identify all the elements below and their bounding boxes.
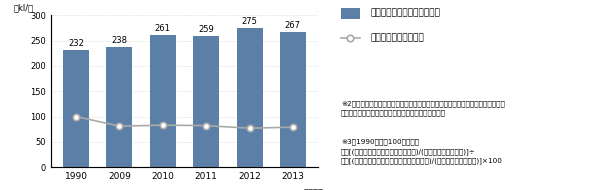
Point [115,125,124,128]
Text: 83: 83 [157,114,167,123]
Bar [106,47,133,167]
Text: 100: 100 [67,105,83,115]
Text: 275: 275 [242,17,257,26]
Text: 82: 82 [200,115,211,124]
Text: エネルギー原単位指数: エネルギー原単位指数 [370,33,424,43]
Text: 232: 232 [68,39,84,48]
Text: ※3　1990年度を100とする。
　　[(各年度の年間エネルギー使用量)/(各年度の年間生産量)]÷
　　[(１ﾙﾙ０年度の年間エネルギー使用量)/(１ﾙﾙ０: ※3 1990年度を100とする。 [(各年度の年間エネルギー使用量)/(各年度… [341,139,503,164]
Point [71,115,81,118]
Bar [280,32,306,167]
Text: ※2　環境省ガイドラインでは、単位ジュール表示となっていますが、本レポート
　　では省エネ法に従い原油換算で表示しています。: ※2 環境省ガイドラインでは、単位ジュール表示となっていますが、本レポート では… [341,101,505,116]
Text: 79: 79 [287,116,298,125]
Text: 267: 267 [285,21,301,30]
Point [158,124,167,127]
FancyBboxPatch shape [341,8,360,19]
Text: 千kl/年: 千kl/年 [14,3,34,12]
Point [202,124,211,127]
Text: 77: 77 [243,117,254,126]
Bar [236,28,263,167]
Text: （年度）: （年度） [304,188,323,190]
Text: 81: 81 [113,115,124,124]
Bar [63,50,89,167]
Point [288,126,298,129]
Point [245,127,254,130]
Text: 238: 238 [112,36,127,45]
Text: 261: 261 [155,25,171,33]
Text: 259: 259 [198,25,214,34]
Text: エネルギー使用（原油換算）: エネルギー使用（原油換算） [370,9,440,18]
Bar [193,36,219,167]
Bar [150,35,176,167]
